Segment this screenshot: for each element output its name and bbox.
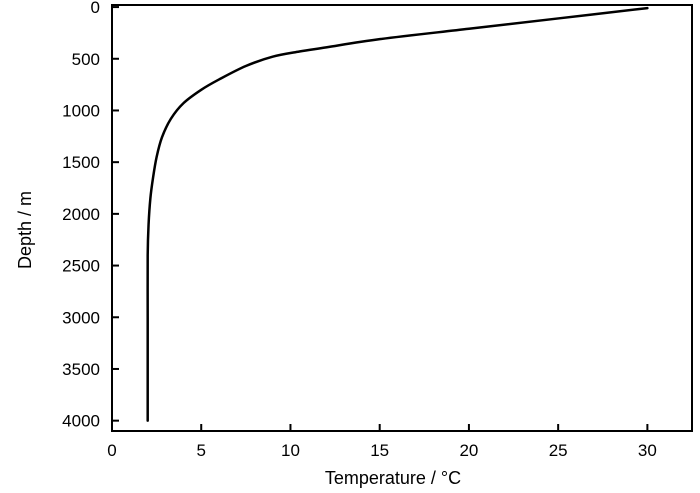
y-tick-label: 500 xyxy=(72,50,100,69)
x-tick-label: 5 xyxy=(196,441,205,460)
temperature-profile-line xyxy=(146,6,649,422)
x-axis: 0 5 10 15 20 25 30 xyxy=(107,424,657,460)
y-tick-label: 2500 xyxy=(62,257,100,276)
y-axis: 0 500 1000 1500 2000 2500 3000 3500 4000 xyxy=(62,0,119,431)
y-tick-label: 3500 xyxy=(62,360,100,379)
y-axis-title: Depth / m xyxy=(15,191,35,269)
x-axis-title: Temperature / °C xyxy=(325,468,461,488)
plot-frame xyxy=(111,4,693,432)
x-tick-label: 15 xyxy=(370,441,389,460)
y-tick-label: 0 xyxy=(91,0,100,17)
x-tick-label: 20 xyxy=(459,441,478,460)
x-tick-label: 25 xyxy=(549,441,568,460)
x-tick-label: 10 xyxy=(281,441,300,460)
y-tick-label: 4000 xyxy=(62,412,100,431)
y-tick-label: 1500 xyxy=(62,153,100,172)
y-tick-label: 2000 xyxy=(62,205,100,224)
x-tick-label: 0 xyxy=(107,441,116,460)
x-tick-label: 30 xyxy=(638,441,657,460)
y-tick-label: 1000 xyxy=(62,101,100,120)
y-tick-label: 3000 xyxy=(62,308,100,327)
